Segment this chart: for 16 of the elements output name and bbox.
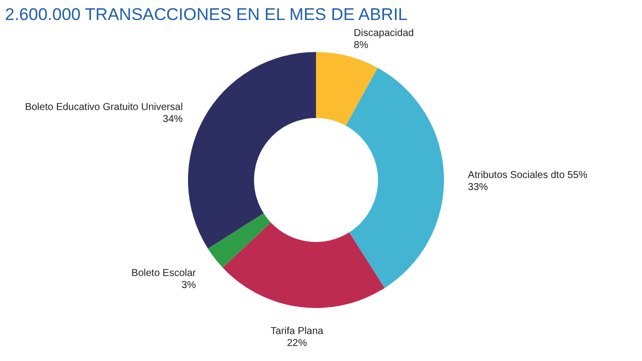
data-label: 22% (286, 338, 308, 349)
data-label: 34% (162, 114, 183, 125)
donut-slice (346, 68, 444, 288)
chart-title: 2.600.000 TRANSACCIONES EN EL MES DE ABRIL (5, 4, 408, 24)
slice-label: Tarifa Plana (270, 326, 324, 337)
donut-slice (222, 222, 385, 308)
slice-label: Boleto Escolar (131, 268, 197, 280)
slice-label: Discapacidad (354, 28, 414, 39)
slice-label: Atributos Sociales dto 55% (468, 170, 588, 182)
donut-slice (188, 52, 316, 249)
donut-slice (208, 213, 271, 268)
slice-label: Boleto Educativo Gratuito Universal (24, 102, 183, 113)
data-label: 8% (354, 40, 368, 51)
data-label: 3% (181, 280, 196, 292)
data-label: 33% (468, 182, 488, 194)
donut-slice (316, 52, 378, 126)
